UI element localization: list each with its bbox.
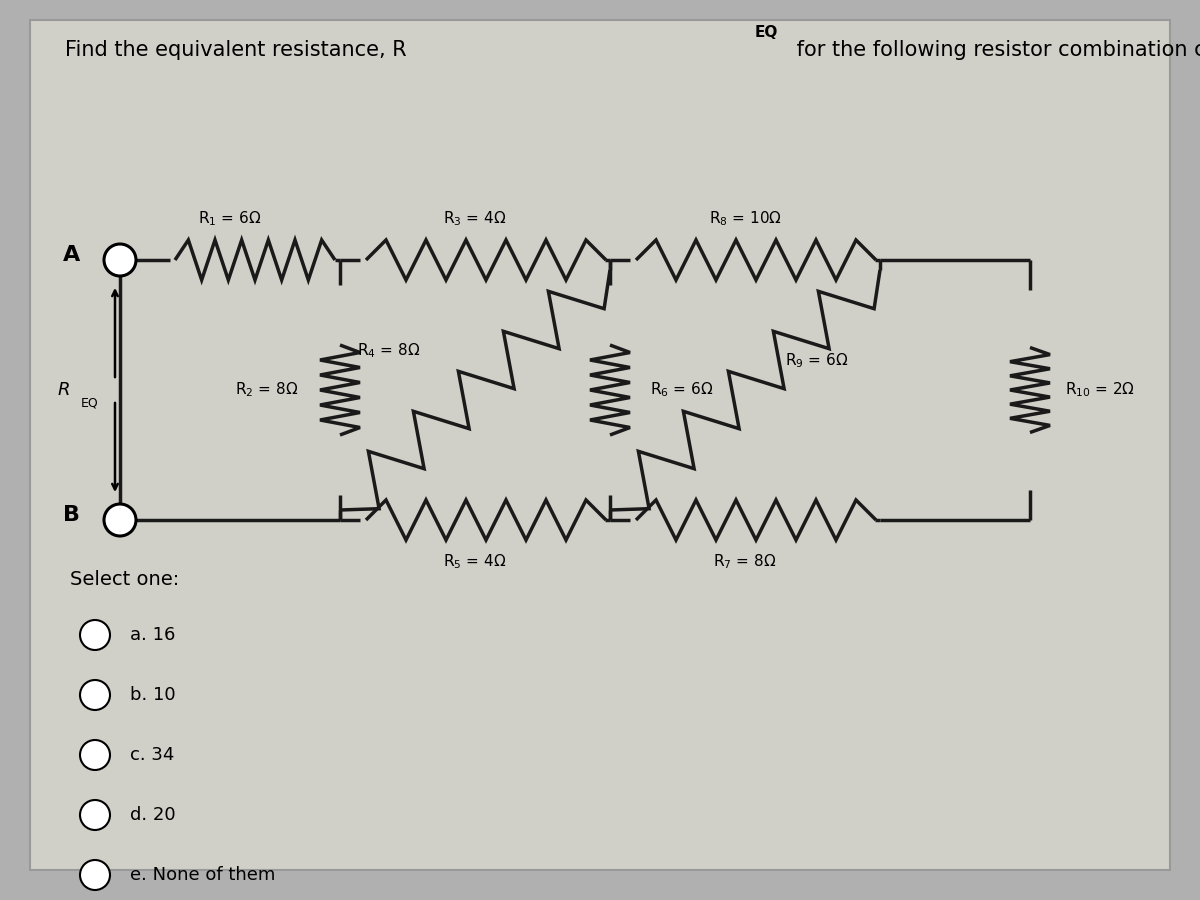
Text: d. 20: d. 20: [130, 806, 175, 824]
Text: c. 34: c. 34: [130, 746, 174, 764]
Text: R$_4$ = 8Ω: R$_4$ = 8Ω: [356, 341, 420, 360]
Text: R$_5$ = 4Ω: R$_5$ = 4Ω: [443, 552, 506, 571]
Circle shape: [80, 620, 110, 650]
Text: R$_3$ = 4Ω: R$_3$ = 4Ω: [443, 210, 506, 228]
Circle shape: [80, 740, 110, 770]
Text: a. 16: a. 16: [130, 626, 175, 644]
Circle shape: [104, 504, 136, 536]
Text: Select one:: Select one:: [70, 570, 179, 589]
Text: R$_6$ = 6Ω: R$_6$ = 6Ω: [650, 381, 713, 400]
Text: R$_2$ = 8Ω: R$_2$ = 8Ω: [235, 381, 298, 400]
Circle shape: [104, 244, 136, 276]
Text: Find the equivalent resistance, R: Find the equivalent resistance, R: [65, 40, 407, 60]
Circle shape: [80, 800, 110, 830]
Text: B: B: [64, 505, 80, 525]
Text: A: A: [62, 245, 80, 265]
Text: R$_{10}$ = 2Ω: R$_{10}$ = 2Ω: [1066, 381, 1135, 400]
Text: R$_7$ = 8Ω: R$_7$ = 8Ω: [713, 552, 776, 571]
Text: EQ: EQ: [80, 397, 98, 410]
Circle shape: [80, 680, 110, 710]
Text: b. 10: b. 10: [130, 686, 175, 704]
Text: for the following resistor combination circuit: for the following resistor combination c…: [790, 40, 1200, 60]
FancyBboxPatch shape: [30, 20, 1170, 870]
Text: EQ: EQ: [755, 25, 779, 40]
Text: R$_9$ = 6Ω: R$_9$ = 6Ω: [785, 351, 848, 370]
Text: e. None of them: e. None of them: [130, 866, 275, 884]
Text: R$_8$ = 10Ω: R$_8$ = 10Ω: [708, 210, 781, 228]
Text: R$_1$ = 6Ω: R$_1$ = 6Ω: [198, 210, 262, 228]
Text: R: R: [58, 381, 70, 399]
Circle shape: [80, 860, 110, 890]
